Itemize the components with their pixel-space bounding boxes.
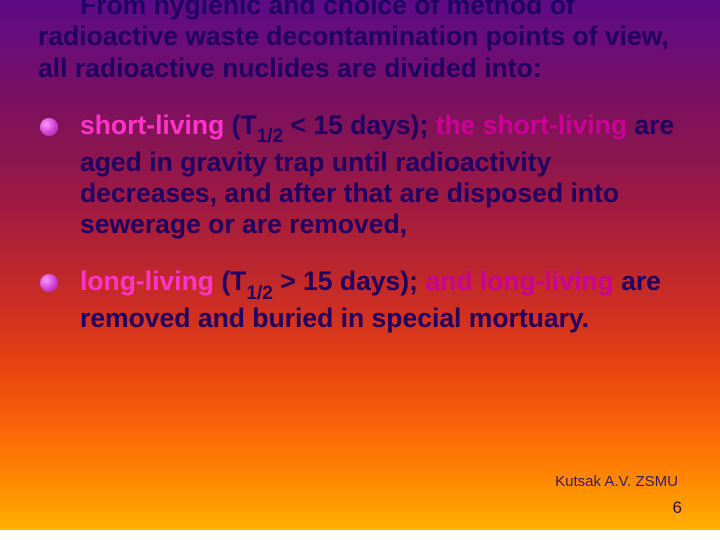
text: < 15 days); [283, 110, 435, 140]
intro-rest: radioactive waste decontamination points… [38, 21, 669, 82]
bullet-long-living: long-living (T1/2 > 15 days); and long-l… [38, 266, 682, 334]
footer-author: Kutsak A.V. ZSMU [555, 473, 678, 490]
page-number: 6 [673, 498, 682, 518]
keyword-and-long-living: and long-living [425, 266, 613, 296]
text: (T [214, 266, 246, 296]
bullet-list: short-living (T1/2 < 15 days); the short… [38, 110, 682, 335]
bullet-short-living: short-living (T1/2 < 15 days); the short… [38, 110, 682, 241]
keyword-long-living: long-living [80, 266, 214, 296]
text: > 15 days); [273, 266, 425, 296]
slide: From hygienic and choice of method of ra… [0, 0, 720, 530]
text: (T [224, 110, 256, 140]
intro-line1: From hygienic and choice of method of [38, 0, 575, 20]
subscript: 1/2 [257, 126, 284, 147]
keyword-short-living: short-living [80, 110, 224, 140]
keyword-the-short-living: the short-living [436, 110, 627, 140]
subscript: 1/2 [246, 283, 273, 304]
intro-paragraph: From hygienic and choice of method of ra… [38, 0, 682, 84]
